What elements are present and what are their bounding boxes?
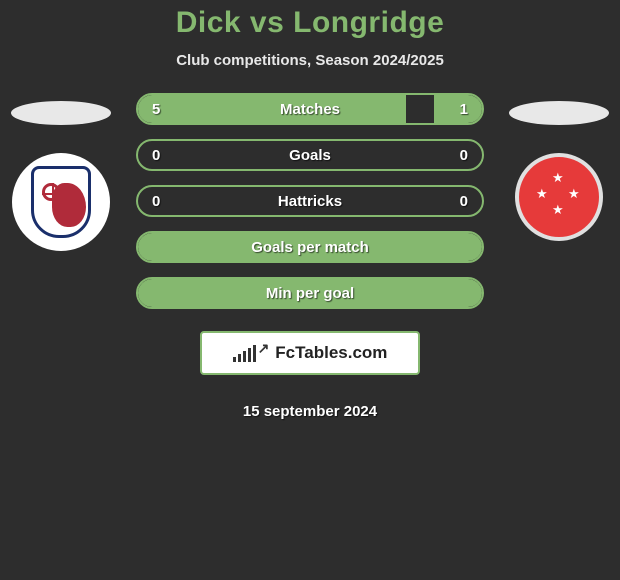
stat-row-matches: Matches5 1 — [136, 93, 484, 125]
left-club-crest — [12, 153, 110, 251]
stat-row-goals-per-match: Goals per match — [136, 231, 484, 263]
stat-row-goals: Goals0 0 — [136, 139, 484, 171]
generation-date: 15 september 2024 — [243, 403, 377, 420]
right-player-placeholder — [509, 101, 609, 125]
stat-value-left: 0 — [152, 193, 160, 210]
stat-label: Hattricks — [138, 193, 482, 210]
crest-inner: ★ ★ ★ ★ — [530, 168, 588, 226]
stat-row-min-per-goal: Min per goal — [136, 277, 484, 309]
stat-value-right: 1 — [460, 101, 468, 118]
right-club-crest: ★ ★ ★ ★ — [515, 153, 603, 241]
bars-icon — [233, 344, 256, 362]
stat-value-right: 0 — [460, 147, 468, 164]
stat-value-right: 0 — [460, 193, 468, 210]
stat-label: Goals per match — [138, 239, 482, 256]
stat-label: Min per goal — [138, 285, 482, 302]
main-row: Matches51Goals00Hattricks00Goals per mat… — [0, 93, 620, 420]
stars-icon: ★ ★ ★ ★ — [530, 168, 588, 226]
page-subtitle: Club competitions, Season 2024/2025 — [0, 52, 620, 69]
stat-row-hattricks: Hattricks0 0 — [136, 185, 484, 217]
shield-icon — [31, 166, 91, 238]
left-player-col — [6, 93, 116, 251]
lion-icon — [52, 183, 86, 227]
stat-label: Goals — [138, 147, 482, 164]
stat-label: Matches — [138, 101, 482, 118]
left-player-placeholder — [11, 101, 111, 125]
comparison-infographic: Dick vs Longridge Club competitions, Sea… — [0, 0, 620, 420]
page-title: Dick vs Longridge — [0, 6, 620, 40]
stats-column: Matches51Goals00Hattricks00Goals per mat… — [120, 93, 500, 420]
stat-value-left: 5 — [152, 101, 160, 118]
trend-arrow-icon: ↗ — [258, 340, 270, 357]
right-player-col: ★ ★ ★ ★ — [504, 93, 614, 241]
attribution-text: FcTables.com — [275, 343, 387, 363]
stat-value-left: 0 — [152, 147, 160, 164]
attribution-box: ↗ FcTables.com — [200, 331, 420, 375]
